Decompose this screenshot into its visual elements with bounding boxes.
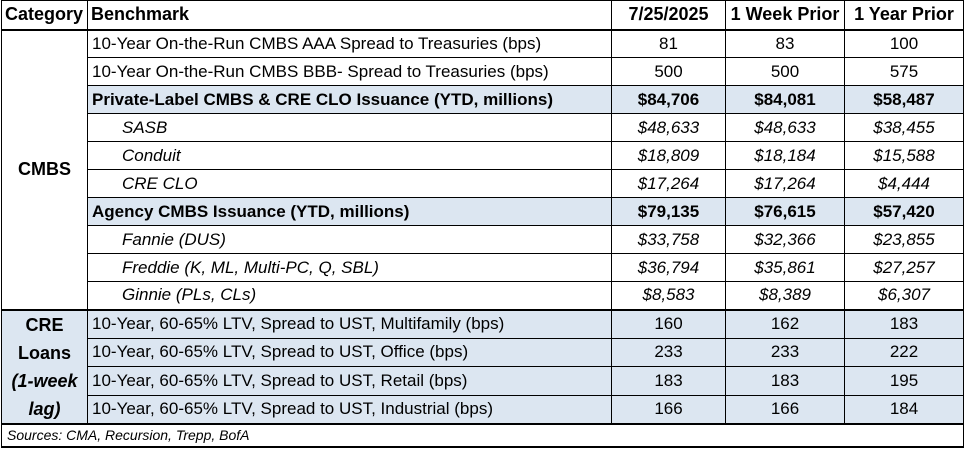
value-week-prior: $18,184 (725, 141, 845, 170)
table-row-highlight: 10-Year, 60-65% LTV, Spread to UST, Reta… (2, 366, 964, 396)
category-lag-line-2: lag) (28, 398, 61, 419)
column-header-current-date: 7/25/2025 (611, 0, 726, 31)
benchmark-cell: 10-Year, 60-65% LTV, Spread to UST, Offi… (87, 337, 612, 367)
value-week-prior: $84,081 (725, 85, 845, 114)
category-cmbs-label: CMBS (1, 29, 88, 310)
table-row-highlight: 10-Year, 60-65% LTV, Spread to UST, Offi… (2, 337, 964, 367)
table-row-group-header: Agency CMBS Issuance (YTD, millions) $79… (2, 197, 964, 226)
table-row: 10-Year On-the-Run CMBS BBB- Spread to T… (2, 57, 964, 86)
value-week-prior: 166 (725, 394, 845, 424)
value-year-prior: $38,455 (844, 113, 964, 142)
value-current: $17,264 (611, 169, 726, 198)
value-week-prior: $48,633 (725, 113, 845, 142)
value-year-prior: $57,420 (844, 197, 964, 226)
table-row-sub-item: Freddie (K, ML, Multi-PC, Q, SBL) $36,79… (2, 253, 964, 282)
value-week-prior: 83 (725, 29, 845, 58)
column-header-benchmark: Benchmark (87, 0, 612, 31)
category-cre-line: CRE (25, 314, 64, 335)
column-header-week-prior: 1 Week Prior (725, 0, 845, 31)
category-lag-line-1: (1-week (11, 370, 78, 391)
value-week-prior: 162 (725, 308, 845, 339)
value-current: $18,809 (611, 141, 726, 170)
value-current: 160 (611, 308, 726, 339)
category-cre-loans-label: CRE Loans (1-week lag) (1, 308, 88, 424)
table-row-group-header: Private-Label CMBS & CRE CLO Issuance (Y… (2, 85, 964, 114)
table-row-highlight: 10-Year, 60-65% LTV, Spread to UST, Indu… (2, 394, 964, 424)
table-row-sub-item: SASB $48,633 $48,633 $38,455 (2, 113, 964, 142)
value-year-prior: 100 (844, 29, 964, 58)
value-current: $79,135 (611, 197, 726, 226)
value-current: $8,583 (611, 281, 726, 310)
value-year-prior: 183 (844, 308, 964, 339)
value-year-prior: $27,257 (844, 253, 964, 282)
value-current: 500 (611, 57, 726, 86)
table-row: CMBS 10-Year On-the-Run CMBS AAA Spread … (1, 29, 964, 310)
benchmark-cell: CRE CLO (87, 169, 612, 198)
value-current: $84,706 (611, 85, 726, 114)
category-loans-line: Loans (17, 342, 71, 363)
benchmark-cell: 10-Year, 60-65% LTV, Spread to UST, Indu… (87, 394, 612, 424)
value-year-prior: 575 (844, 57, 964, 86)
sources-note: Sources: CMA, Recursion, Trepp, BofA (1, 422, 964, 447)
benchmark-cell: 10-Year, 60-65% LTV, Spread to UST, Mult… (87, 308, 612, 339)
value-year-prior: 222 (844, 337, 964, 367)
table-row-sub-item: Conduit $18,809 $18,184 $15,588 (2, 141, 964, 170)
value-current: 233 (611, 337, 726, 367)
benchmark-cell: 10-Year On-the-Run CMBS BBB- Spread to T… (87, 57, 612, 86)
value-year-prior: $6,307 (844, 281, 964, 310)
column-header-category: Category (1, 0, 88, 31)
value-current: $48,633 (611, 113, 726, 142)
value-week-prior: $17,264 (725, 169, 845, 198)
value-week-prior: $8,389 (725, 281, 845, 310)
value-year-prior: $4,444 (844, 169, 964, 198)
value-year-prior: $23,855 (844, 225, 964, 254)
value-week-prior: $32,366 (725, 225, 845, 254)
table-footer-row: Sources: CMA, Recursion, Trepp, BofA (1, 422, 964, 447)
table-row-sub-item: Fannie (DUS) $33,758 $32,366 $23,855 (2, 225, 964, 254)
table-row-sub-item: CRE CLO $17,264 $17,264 $4,444 (2, 169, 964, 198)
benchmark-cell: 10-Year On-the-Run CMBS AAA Spread to Tr… (87, 29, 612, 58)
benchmark-cell: Fannie (DUS) (87, 225, 612, 254)
value-week-prior: 183 (725, 366, 845, 396)
value-current: 166 (611, 394, 726, 424)
table-header-row: Category Benchmark 7/25/2025 1 Week Prio… (1, 0, 964, 31)
benchmark-cell: Freddie (K, ML, Multi-PC, Q, SBL) (87, 253, 612, 282)
table-row-highlight: CRE Loans (1-week lag) 10-Year, 60-65% L… (1, 308, 964, 424)
benchmark-cell: Agency CMBS Issuance (YTD, millions) (87, 197, 612, 226)
table-row-sub-item: Ginnie (PLs, CLs) $8,583 $8,389 $6,307 (2, 281, 964, 310)
benchmark-cell: Conduit (87, 141, 612, 170)
benchmark-cell: Private-Label CMBS & CRE CLO Issuance (Y… (87, 85, 612, 114)
value-year-prior: $58,487 (844, 85, 964, 114)
value-year-prior: 184 (844, 394, 964, 424)
benchmark-cell: Ginnie (PLs, CLs) (87, 281, 612, 310)
value-week-prior: $35,861 (725, 253, 845, 282)
value-year-prior: 195 (844, 366, 964, 396)
value-current: 81 (611, 29, 726, 58)
value-week-prior: 500 (725, 57, 845, 86)
column-header-year-prior: 1 Year Prior (844, 0, 964, 31)
value-week-prior: 233 (725, 337, 845, 367)
value-current: $36,794 (611, 253, 726, 282)
value-current: 183 (611, 366, 726, 396)
value-year-prior: $15,588 (844, 141, 964, 170)
benchmark-cell: SASB (87, 113, 612, 142)
benchmark-cell: 10-Year, 60-65% LTV, Spread to UST, Reta… (87, 366, 612, 396)
value-current: $33,758 (611, 225, 726, 254)
value-week-prior: $76,615 (725, 197, 845, 226)
